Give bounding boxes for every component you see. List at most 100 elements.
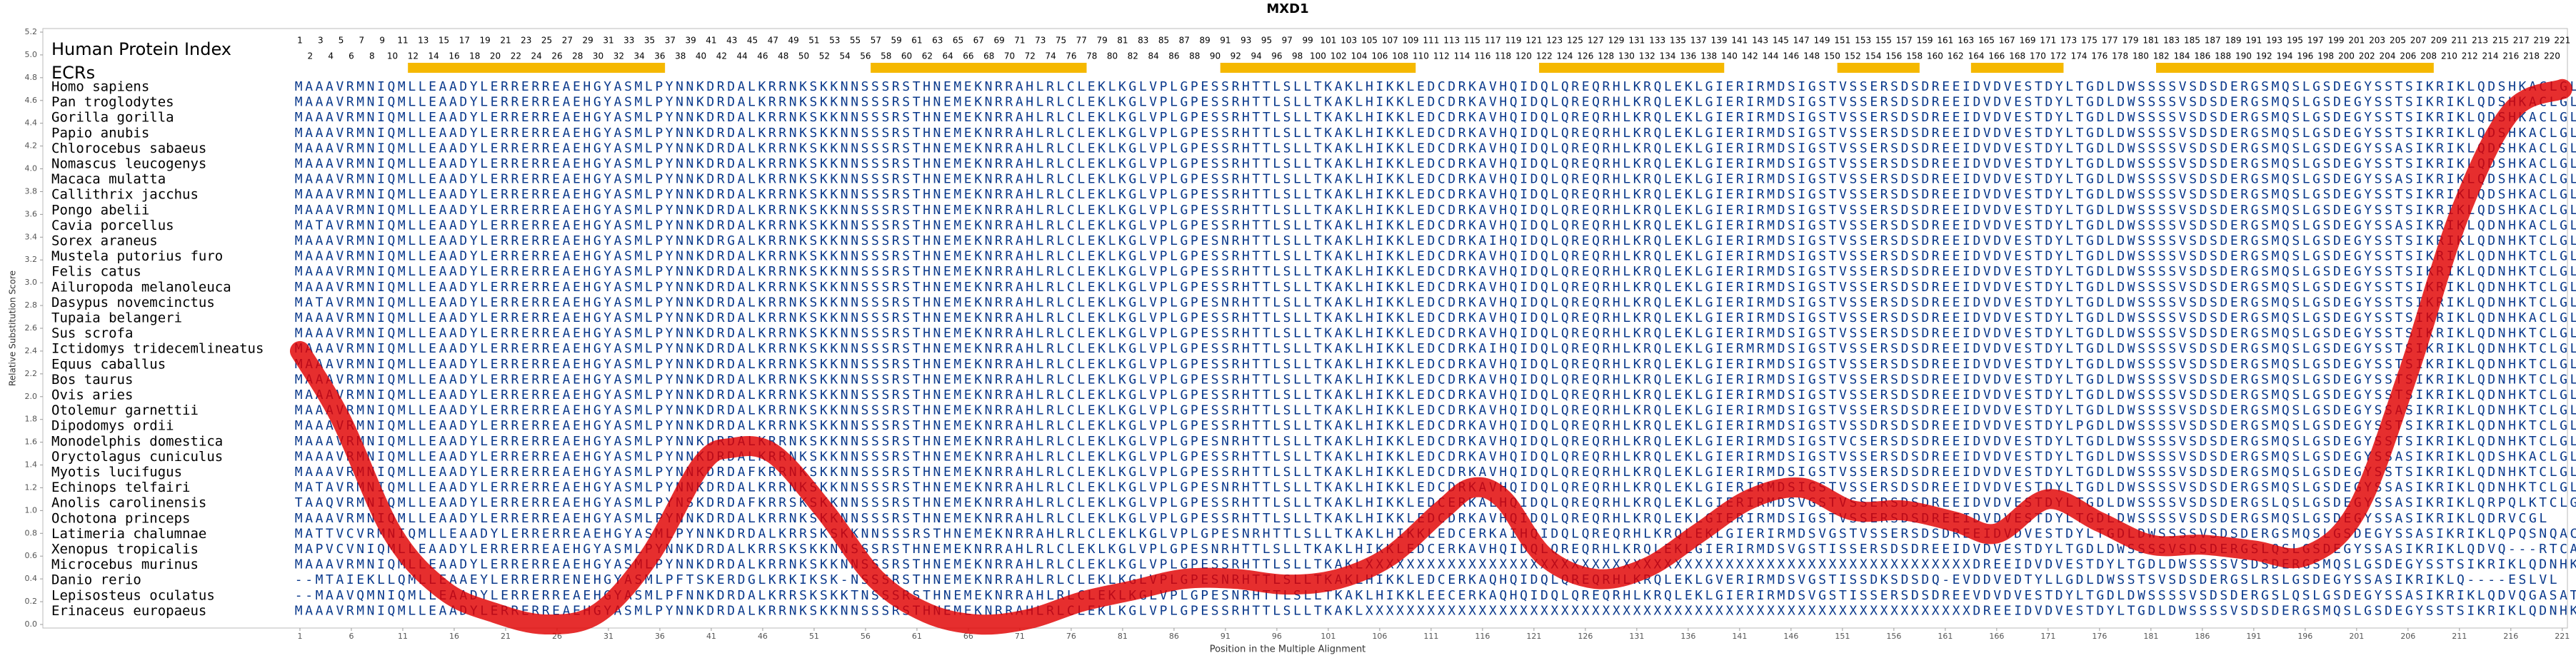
- protein-index-label: 154: [1865, 51, 1882, 61]
- y-tick-label: 0.4: [25, 574, 38, 583]
- protein-index-label: 42: [716, 51, 727, 61]
- index-title: Human Protein Index: [51, 39, 231, 59]
- protein-index-label: 113: [1443, 36, 1460, 46]
- x-tick-label: 16: [449, 632, 459, 641]
- sequence: MATAVRMNIQMLLEAADYLERRERREAEHGYASMLPYNNK…: [295, 480, 2576, 495]
- protein-index-label: 110: [1413, 51, 1429, 61]
- protein-index-label: 22: [511, 51, 521, 61]
- y-tick-label: 0.8: [25, 528, 38, 537]
- species-name: Macaca mulatta: [51, 171, 166, 187]
- protein-index-label: 106: [1371, 51, 1388, 61]
- x-tick-label: 21: [501, 632, 511, 641]
- protein-index-label: 167: [1999, 36, 2015, 46]
- protein-index-label: 132: [1639, 51, 1655, 61]
- protein-index-label: 192: [2256, 51, 2272, 61]
- x-tick-label: 76: [1066, 632, 1076, 641]
- protein-index-label: 47: [768, 36, 778, 46]
- protein-index-label: 212: [2462, 51, 2478, 61]
- protein-index-label: 4: [328, 51, 334, 61]
- y-axis-label: Relative Substitution Score: [8, 270, 18, 386]
- x-tick-label: 86: [1169, 632, 1179, 641]
- species-name: Xenopus tropicalis: [51, 542, 199, 557]
- x-tick-label: 66: [963, 632, 973, 641]
- y-tick-label: 5.2: [25, 27, 38, 36]
- y-tick-label: 2.0: [25, 392, 38, 401]
- species-name: Ictidomys tridecemlineatus: [51, 341, 264, 357]
- sequence: MAAAVRMNIQMLLEAADYLERRERREAEHGYASMLPYNNK…: [295, 357, 2576, 372]
- x-tick-label: 171: [2040, 632, 2055, 641]
- x-tick-label: 161: [1938, 632, 1953, 641]
- sequence: MAAAVRMNIQMLLEAADYLERRERREAEHGYASMLPYNNK…: [295, 141, 2576, 156]
- protein-index-label: 105: [1361, 36, 1378, 46]
- protein-index-label: 129: [1608, 36, 1625, 46]
- protein-index-label: 49: [788, 36, 798, 46]
- protein-index-label: 85: [1158, 36, 1169, 46]
- species-name: Anolis carolinensis: [51, 495, 206, 511]
- protein-index-label: 91: [1220, 36, 1231, 46]
- species-name: Ochotona princeps: [51, 510, 190, 526]
- protein-index-label: 161: [1937, 36, 1953, 46]
- protein-index-label: 178: [2112, 51, 2128, 61]
- protein-index-label: 86: [1168, 51, 1179, 61]
- protein-index-label: 140: [1721, 51, 1738, 61]
- protein-index-label: 46: [757, 51, 768, 61]
- protein-index-label: 217: [2513, 36, 2530, 46]
- sequence: MAAAVRMNIQMLLEAADYLERRERREAEHGYASMLPYNNK…: [295, 187, 2576, 202]
- protein-index-label: 138: [1700, 51, 1717, 61]
- protein-index-label: 43: [726, 36, 737, 46]
- protein-index-label: 124: [1557, 51, 1573, 61]
- species-name: Danio rerio: [51, 572, 141, 588]
- x-tick-label: 81: [1118, 632, 1128, 641]
- protein-index-label: 39: [686, 36, 696, 46]
- species-name: Callithrix jacchus: [51, 187, 199, 203]
- chart-title: MXD1: [1266, 1, 1308, 16]
- sequence: MAAAVRMNIQMLLEAADYLERRERREAEHGYASMLPYNNK…: [295, 172, 2576, 187]
- protein-index-label: 93: [1241, 36, 1251, 46]
- protein-index-label: 206: [2400, 51, 2416, 61]
- protein-index-label: 148: [1803, 51, 1820, 61]
- protein-index-label: 203: [2369, 36, 2385, 46]
- sequence: MAAAVRMNIQMLLEAADYLERRERREAEHGYASMLPYNNK…: [295, 418, 2576, 433]
- protein-index-label: 9: [379, 36, 385, 46]
- protein-index-label: 207: [2410, 36, 2427, 46]
- protein-index-label: 118: [1495, 51, 1511, 61]
- protein-index-label: 72: [1025, 51, 1036, 61]
- protein-index-label: 36: [654, 51, 665, 61]
- protein-index-label: 11: [397, 36, 408, 46]
- protein-index-label: 197: [2307, 36, 2324, 46]
- species-name: Sorex araneus: [51, 233, 158, 249]
- sequence: MAAAVRMNIQMLLEAADYLERRERREAEHGYASMLPYNNK…: [295, 95, 2576, 110]
- protein-index-label: 220: [2544, 51, 2560, 61]
- x-tick-label: 46: [758, 632, 768, 641]
- x-tick-label: 96: [1272, 632, 1282, 641]
- protein-index-label: 67: [973, 36, 984, 46]
- protein-index-label: 205: [2390, 36, 2406, 46]
- species-name: Bos taurus: [51, 372, 133, 388]
- protein-index-label: 28: [572, 51, 583, 61]
- protein-index-label: 147: [1793, 36, 1810, 46]
- protein-index-label: 162: [1948, 51, 1964, 61]
- protein-index-label: 41: [706, 36, 716, 46]
- x-tick-label: 146: [1783, 632, 1798, 641]
- x-tick-label: 176: [2092, 632, 2107, 641]
- protein-index-label: 98: [1292, 51, 1303, 61]
- protein-index-label: 15: [438, 36, 449, 46]
- y-tick-label: 3.6: [25, 209, 38, 218]
- species-name: Mustela putorius furo: [51, 248, 223, 264]
- protein-index-label: 221: [2554, 36, 2570, 46]
- x-tick-label: 31: [603, 632, 613, 641]
- x-tick-label: 126: [1578, 632, 1593, 641]
- protein-index-label: 191: [2245, 36, 2262, 46]
- protein-index-label: 127: [1588, 36, 1604, 46]
- protein-index-label: 1: [297, 36, 303, 46]
- protein-index-label: 186: [2194, 51, 2210, 61]
- protein-index-label: 144: [1763, 51, 1779, 61]
- x-tick-label: 156: [1886, 632, 1901, 641]
- protein-index-label: 51: [808, 36, 819, 46]
- sequence: MAAAVRMNIQMLLEAADYLERRERREAEHGYASMLPYNNK…: [295, 310, 2576, 325]
- y-tick-label: 2.6: [25, 323, 38, 333]
- protein-index-label: 99: [1302, 36, 1313, 46]
- species-name: Equus caballus: [51, 356, 166, 372]
- protein-index-label: 83: [1138, 36, 1148, 46]
